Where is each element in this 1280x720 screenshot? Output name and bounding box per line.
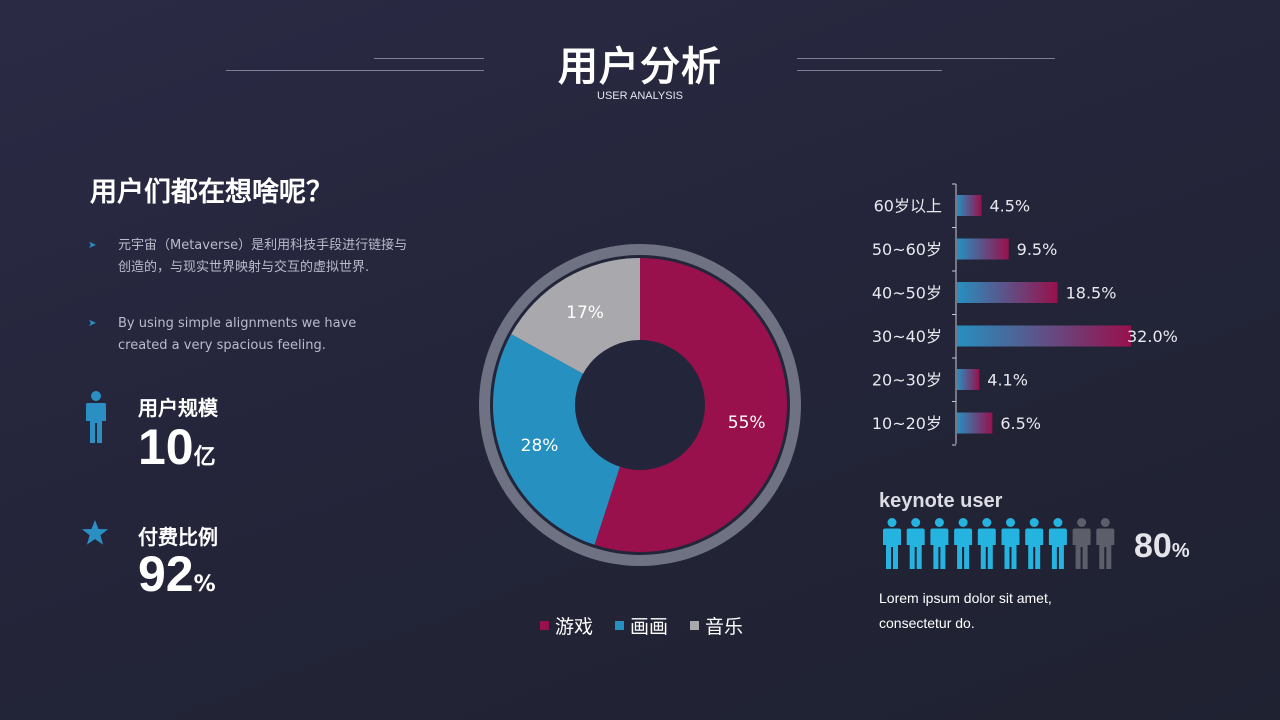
header-line-left-long bbox=[226, 70, 484, 71]
bar-category-label: 40~50岁 bbox=[872, 284, 942, 303]
header-line-left-short bbox=[374, 58, 484, 59]
bar-value-label: 18.5% bbox=[1066, 284, 1117, 303]
person-icon bbox=[1096, 518, 1115, 569]
age-bar-chart: 60岁以上 50~60岁 40~50岁 30~40岁 20~30岁 10~20岁 4.5%… bbox=[872, 183, 1178, 446]
donut-value-label: 28% bbox=[521, 436, 559, 456]
bar-value-label: 9.5% bbox=[1017, 240, 1058, 259]
legend-label: 画画 bbox=[630, 616, 669, 638]
bar-4 bbox=[957, 325, 1131, 347]
person-icon bbox=[86, 391, 106, 443]
stat-number: 92 bbox=[138, 546, 194, 602]
person-icon bbox=[1048, 518, 1067, 569]
header-line-right-long bbox=[797, 58, 1055, 59]
people-pictogram bbox=[883, 518, 1115, 569]
star-icon bbox=[82, 520, 108, 545]
legend-label: 音乐 bbox=[705, 616, 744, 638]
page-title: 用户分析 bbox=[558, 44, 722, 90]
bar-category-label: 20~30岁 bbox=[872, 371, 942, 390]
stat-label-users: 用户规模 bbox=[138, 396, 218, 420]
chart-legend: 游戏 画画 音乐 bbox=[540, 612, 743, 639]
section-heading: 用户们都在想啥呢？ bbox=[90, 177, 333, 208]
stat-value-users: 10亿 bbox=[138, 422, 216, 472]
legend-item: 画画 bbox=[615, 612, 668, 639]
legend-swatch bbox=[540, 621, 549, 630]
bar-5 bbox=[957, 369, 980, 390]
donut-value-label: 17% bbox=[566, 303, 604, 323]
stat-unit: % bbox=[193, 572, 216, 597]
bar-value-label: 6.5% bbox=[1000, 414, 1041, 433]
keynote-percentage: 80% bbox=[1134, 527, 1190, 566]
donut-hole bbox=[575, 340, 705, 470]
person-icon bbox=[1025, 518, 1044, 569]
bar-value-label: 4.5% bbox=[989, 197, 1030, 216]
bar-category-label: 30~40岁 bbox=[872, 327, 942, 346]
bullet-text: By using simple alignments we have creat… bbox=[118, 316, 357, 353]
person-icon bbox=[906, 518, 925, 569]
bar-category-label: 50~60岁 bbox=[872, 240, 942, 259]
donut-value-label: 55% bbox=[728, 413, 766, 433]
bar-6 bbox=[957, 412, 993, 434]
bar-3 bbox=[957, 282, 1058, 303]
person-icon bbox=[1072, 518, 1091, 569]
bullet-text: 元宇宙（Metaverse）是利用科技手段进行链接与创造的，与现实世界映射与交互… bbox=[118, 238, 408, 275]
legend-item: 游戏 bbox=[540, 612, 593, 639]
keynote-note: Lorem ipsum dolor sit amet, consectetur … bbox=[879, 590, 1052, 631]
legend-swatch bbox=[690, 621, 700, 630]
person-icon bbox=[883, 518, 901, 569]
header-line-right-short bbox=[797, 70, 942, 71]
bar-1 bbox=[957, 195, 982, 216]
keynote-title: keynote user bbox=[879, 490, 1003, 512]
person-icon bbox=[954, 518, 973, 569]
keynote-unit: % bbox=[1171, 540, 1190, 562]
person-icon bbox=[1001, 518, 1020, 569]
page-subtitle: USER ANALYSIS bbox=[597, 90, 683, 102]
arrow-bullet-icon: ➤ bbox=[88, 318, 97, 329]
person-icon bbox=[977, 518, 996, 569]
bar-value-label: 32.0% bbox=[1127, 327, 1178, 346]
legend-item: 音乐 bbox=[690, 612, 743, 639]
bar-value-label: 4.1% bbox=[987, 371, 1028, 390]
bullet-item: ➤ By using simple alignments we have cre… bbox=[88, 313, 408, 357]
legend-label: 游戏 bbox=[555, 616, 594, 638]
person-icon bbox=[930, 518, 949, 569]
donut-chart: 55% 28% 17% bbox=[479, 244, 801, 566]
arrow-bullet-icon: ➤ bbox=[88, 240, 97, 251]
keynote-value: 80 bbox=[1134, 527, 1172, 565]
stat-label-paying: 付费比例 bbox=[138, 525, 218, 549]
bullet-item: ➤ 元宇宙（Metaverse）是利用科技手段进行链接与创造的，与现实世界映射与… bbox=[88, 235, 408, 279]
bar-category-label: 10~20岁 bbox=[872, 414, 942, 433]
stat-unit: 亿 bbox=[193, 445, 216, 470]
legend-swatch bbox=[615, 621, 625, 630]
stat-value-paying: 92% bbox=[138, 549, 216, 599]
stat-number: 10 bbox=[138, 419, 194, 475]
bar-category-label: 60岁以上 bbox=[874, 197, 942, 216]
bar-2 bbox=[957, 238, 1009, 260]
